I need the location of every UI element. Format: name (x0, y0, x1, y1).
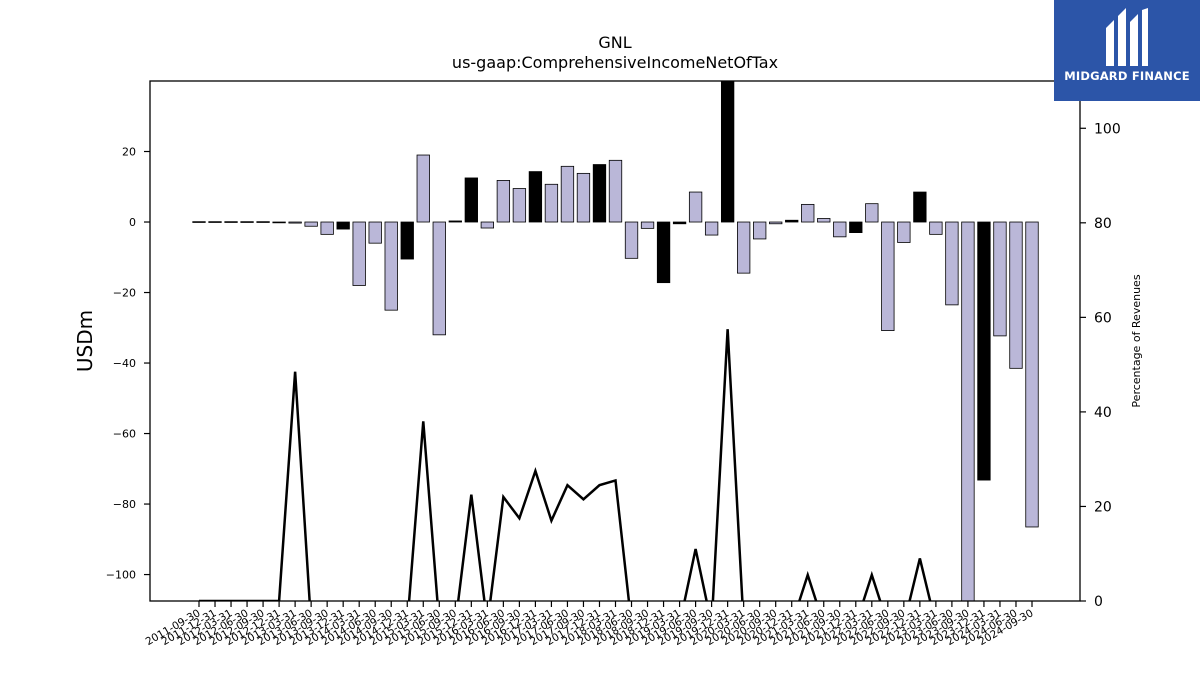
bar (592, 164, 607, 223)
y-tick-label: −40 (113, 357, 136, 370)
percentage-line (199, 329, 932, 601)
logo-mark-icon (1106, 8, 1148, 66)
bar (817, 218, 831, 223)
bar (720, 80, 735, 223)
bar (704, 221, 719, 236)
bar (897, 221, 911, 243)
bar (448, 220, 462, 223)
bar (913, 191, 927, 223)
bar (256, 221, 270, 223)
y2-tick-label: 60 (1094, 310, 1112, 326)
logo-badge: MIDGARD FINANCE (1054, 0, 1200, 101)
bar (576, 172, 591, 223)
bar (929, 221, 943, 235)
bars-group (192, 80, 1039, 602)
bar (416, 154, 430, 223)
y2-tick-label: 80 (1094, 216, 1112, 232)
bar (560, 165, 575, 223)
y-tick-label: −100 (106, 569, 136, 582)
bar (640, 221, 655, 229)
bar (480, 221, 495, 229)
bar (368, 221, 382, 244)
bar (608, 159, 623, 223)
y-tick-label: −80 (113, 498, 136, 511)
y2-tick-label: 20 (1094, 499, 1112, 515)
chart-subtitle: us-gaap:ComprehensiveIncomeNetOfTax (452, 53, 778, 72)
bar (464, 177, 478, 223)
y-tick-label: 0 (129, 216, 136, 229)
y-tick-label: −20 (113, 287, 136, 300)
bar (240, 221, 254, 223)
bar (224, 221, 238, 223)
bar (737, 221, 751, 274)
bar (1025, 221, 1039, 528)
bar (432, 221, 446, 336)
bar (865, 203, 879, 223)
bar (288, 221, 302, 224)
bar (528, 171, 543, 223)
bar (384, 221, 398, 311)
bar (977, 221, 991, 481)
y-tick-label: 20 (122, 146, 136, 159)
x-axis: 2011-09-302011-12-312012-03-312012-06-30… (144, 601, 1036, 648)
bar (336, 221, 350, 230)
bar (849, 221, 863, 234)
bar (753, 221, 767, 240)
y-axis-label: USDm (73, 310, 97, 372)
bar (304, 221, 318, 227)
y-tick-label: −60 (113, 428, 136, 441)
bar (656, 221, 671, 284)
bar (769, 221, 783, 225)
bar (192, 221, 206, 223)
bar (785, 219, 799, 223)
y2-axis-label: Percentage of Revenues (1130, 274, 1143, 407)
plot-frame (149, 80, 1081, 602)
y-axis-left: 20 0 −20 −40 −60 −80 −100 (106, 146, 150, 582)
bar (208, 221, 222, 223)
y2-tick-label: 40 (1094, 405, 1112, 421)
bar (272, 221, 286, 224)
bar (400, 221, 414, 260)
bar (961, 221, 975, 602)
line-group (199, 329, 932, 601)
bar (688, 191, 703, 223)
bar (496, 180, 511, 223)
bar (672, 221, 687, 225)
bar (352, 221, 366, 286)
bar (801, 203, 815, 223)
y2-tick-label: 100 (1094, 121, 1121, 137)
bar (833, 221, 847, 238)
bar (881, 221, 895, 332)
bar (624, 221, 639, 259)
logo-text: MIDGARD FINANCE (1064, 69, 1190, 83)
chart-title: GNL (598, 33, 631, 52)
bar (320, 221, 334, 235)
bar (993, 221, 1007, 337)
y-axis-right: 0 20 40 60 80 100 (1080, 121, 1121, 610)
bar (512, 188, 527, 223)
y2-tick-label: 0 (1094, 594, 1103, 610)
bar (1009, 221, 1023, 369)
bar (544, 183, 559, 223)
bar (945, 221, 959, 306)
